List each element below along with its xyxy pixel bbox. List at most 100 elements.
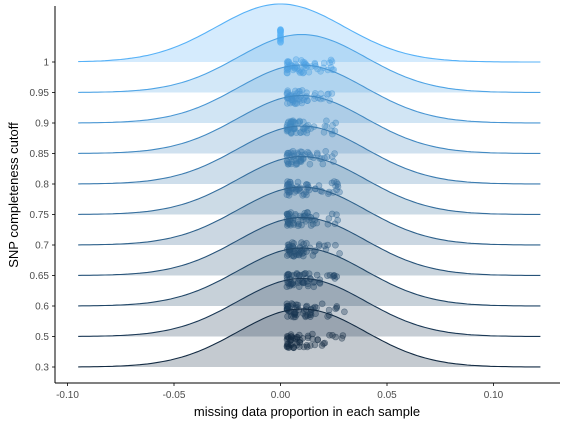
- data-point-0.9: [284, 87, 292, 94]
- y-tick-label-0.7: 0.7: [35, 241, 49, 252]
- x-tick-label-0.00: 0.00: [271, 390, 291, 401]
- data-point-0.6: [285, 271, 293, 278]
- data-point-0.3: [284, 334, 292, 342]
- data-point-0.95: [320, 59, 328, 67]
- data-point-0.6: [299, 271, 307, 278]
- y-tick-label-1: 1: [43, 58, 49, 69]
- data-point-0.8: [319, 160, 327, 168]
- data-point-0.3: [290, 343, 297, 351]
- data-point-0.7: [309, 220, 317, 228]
- data-point-0.5: [306, 311, 314, 318]
- data-point-0.7: [325, 215, 333, 222]
- ridge-line-0.8: [78, 125, 541, 185]
- data-point-0.8: [322, 148, 330, 155]
- data-point-0.65: [321, 242, 328, 250]
- ridge-line-0.65: [78, 216, 541, 276]
- data-point-0.9: [288, 96, 296, 104]
- ridge-fill-0.85: [78, 95, 541, 154]
- data-point-0.5: [299, 310, 307, 317]
- data-point-0.3: [332, 333, 339, 341]
- data-point-0.3: [293, 334, 301, 341]
- x-tick-label-0.05: 0.05: [377, 390, 397, 401]
- x-tick-label--0.05: -0.05: [163, 390, 186, 401]
- data-point-0.6: [305, 270, 313, 278]
- y-axis-title: SNP completeness cutoff: [6, 122, 21, 268]
- ridges-layer: [78, 3, 541, 368]
- data-point-0.6: [324, 272, 331, 280]
- data-point-0.5: [333, 304, 341, 312]
- ridge-line-0.3: [78, 308, 541, 368]
- ridge-fill-1: [78, 4, 541, 62]
- data-point-0.8: [295, 151, 302, 158]
- data-point-0.9: [291, 87, 299, 95]
- data-point-0.3: [318, 342, 326, 349]
- ridge-line-0.7: [78, 186, 541, 246]
- ridge-fill-0.7: [78, 187, 541, 245]
- data-point-0.7: [301, 210, 309, 217]
- data-point-0.65: [315, 242, 323, 250]
- data-point-0.85: [299, 125, 307, 132]
- x-axis-title: missing data proportion in each sample: [194, 404, 420, 419]
- data-point-0.7: [284, 219, 292, 226]
- data-point-0.85: [290, 119, 298, 126]
- x-axis-ticks: -0.10 -0.05 0.00 0.05 0.10: [56, 383, 504, 401]
- y-tick-label-0.65: 0.65: [30, 271, 50, 282]
- data-point-0.7: [294, 219, 302, 226]
- y-tick-label-0.9: 0.9: [35, 119, 49, 130]
- x-tick-label--0.10: -0.10: [56, 390, 79, 401]
- data-point-0.7: [312, 212, 320, 219]
- data-point-0.7: [287, 221, 294, 229]
- data-point-0.3: [326, 331, 333, 339]
- data-point-0.95: [285, 58, 293, 66]
- data-point-0.9: [328, 90, 336, 97]
- data-point-0.95: [299, 69, 307, 77]
- y-tick-label-0.75: 0.75: [30, 210, 50, 221]
- data-point-0.65: [336, 250, 343, 257]
- data-point-0.65: [303, 239, 310, 247]
- data-point-0.3: [309, 330, 316, 338]
- ridge-fill-0.65: [78, 217, 541, 276]
- data-point-0.3: [311, 341, 319, 349]
- y-tick-label-0.95: 0.95: [30, 88, 50, 99]
- ridge-line-0.6: [78, 247, 541, 307]
- y-tick-label-0.6: 0.6: [35, 302, 49, 313]
- data-point-0.6: [295, 283, 303, 291]
- data-point-0.5: [287, 312, 295, 320]
- y-axis-ticks: 1 0.95 0.9 0.85 0.8 0.75 0.7 0.65 0.6 0.5 0.3: [30, 58, 55, 374]
- data-point-0.5: [341, 308, 348, 316]
- data-point-0.6: [293, 271, 301, 278]
- ridge-line-0.85: [78, 94, 541, 154]
- data-point-0.6: [289, 281, 297, 289]
- data-point-0.5: [325, 306, 333, 314]
- x-tick-label-0.10: 0.10: [484, 390, 504, 401]
- y-tick-label-0.85: 0.85: [30, 149, 50, 160]
- data-point-0.5: [284, 303, 292, 311]
- data-point-0.75: [287, 180, 295, 188]
- ridge-line-0.95: [78, 33, 541, 93]
- data-point-0.3: [285, 344, 293, 351]
- ridge-line-1: [78, 3, 541, 63]
- data-point-0.75: [332, 182, 339, 190]
- data-point-0.6: [329, 273, 337, 280]
- ridge-fill-0.6: [78, 248, 541, 306]
- ridge-line-0.5: [78, 277, 541, 337]
- data-point-0.75: [285, 192, 293, 199]
- y-tick-label-0.8: 0.8: [35, 180, 49, 191]
- data-point-0.85: [323, 117, 330, 125]
- data-point-0.85: [332, 119, 340, 127]
- data-point-0.7: [328, 210, 336, 218]
- data-point-0.85: [287, 120, 295, 128]
- data-point-0.5: [318, 300, 326, 308]
- data-point-0.7: [295, 220, 303, 228]
- data-point-0.9: [304, 97, 311, 104]
- data-point-0.75: [296, 187, 304, 195]
- data-point-0.75: [304, 181, 312, 189]
- ridge-fill-0.3: [78, 309, 541, 367]
- data-point-0.8: [306, 160, 314, 168]
- data-point-0.3: [339, 332, 347, 339]
- data-point-0.8: [313, 149, 321, 157]
- ridge-line-0.9: [78, 64, 541, 124]
- data-point-0.8: [331, 150, 338, 157]
- data-point-0.6: [331, 275, 339, 282]
